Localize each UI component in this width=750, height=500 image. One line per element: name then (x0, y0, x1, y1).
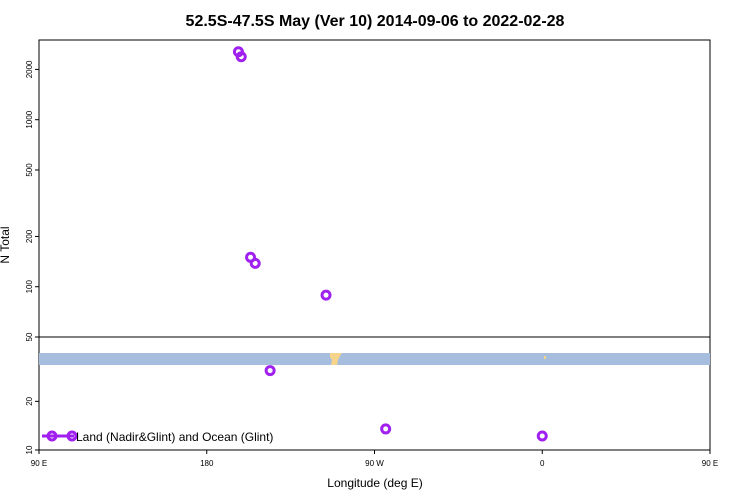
x-tick-label: 90 E (31, 459, 47, 468)
x-axis-label: Longitude (deg E) (327, 476, 422, 490)
y-axis-label: N Total (0, 226, 12, 263)
y-tick-label: 50 (25, 332, 34, 341)
y-tick-label: 10 (25, 445, 34, 454)
y-tick-label: 20 (25, 396, 34, 405)
x-tick-label: 0 (540, 459, 545, 468)
y-axis-ticks-lower: 10 20 50 (25, 332, 39, 454)
legend: Land (Nadir&Glint) and Ocean (Glint) (42, 430, 273, 444)
y-tick-label: 2000 (25, 60, 34, 78)
x-tick-label: 180 (200, 459, 214, 468)
y-tick-label: 200 (25, 229, 34, 243)
data-point (235, 51, 247, 63)
legend-entry-label: Land (Nadir&Glint) and Ocean (Glint) (76, 430, 273, 444)
y-tick-label: 1000 (25, 110, 34, 128)
x-axis-ticks: 90 E 180 90 W 0 90 E (31, 450, 718, 468)
data-points (232, 46, 548, 442)
data-point (264, 365, 276, 377)
x-tick-label: 90 E (702, 459, 718, 468)
data-point (249, 257, 261, 269)
data-point (536, 430, 548, 442)
data-point (380, 423, 392, 435)
y-axis-ticks-upper: 100 200 500 1000 2000 (25, 60, 39, 293)
legend-marker (66, 430, 78, 442)
ocean-band (39, 353, 710, 365)
land-patch (544, 356, 546, 359)
y-tick-label: 100 (25, 280, 34, 294)
y-tick-label: 500 (25, 163, 34, 177)
data-point (320, 289, 332, 301)
x-tick-label: 90 W (365, 459, 384, 468)
land-ocean-strip (39, 353, 710, 365)
legend-marker (46, 430, 58, 442)
land-patch (330, 353, 342, 365)
chart-title: 52.5S-47.5S May (Ver 10) 2014-09-06 to 2… (186, 13, 565, 30)
upper-panel-frame (38, 39, 711, 338)
